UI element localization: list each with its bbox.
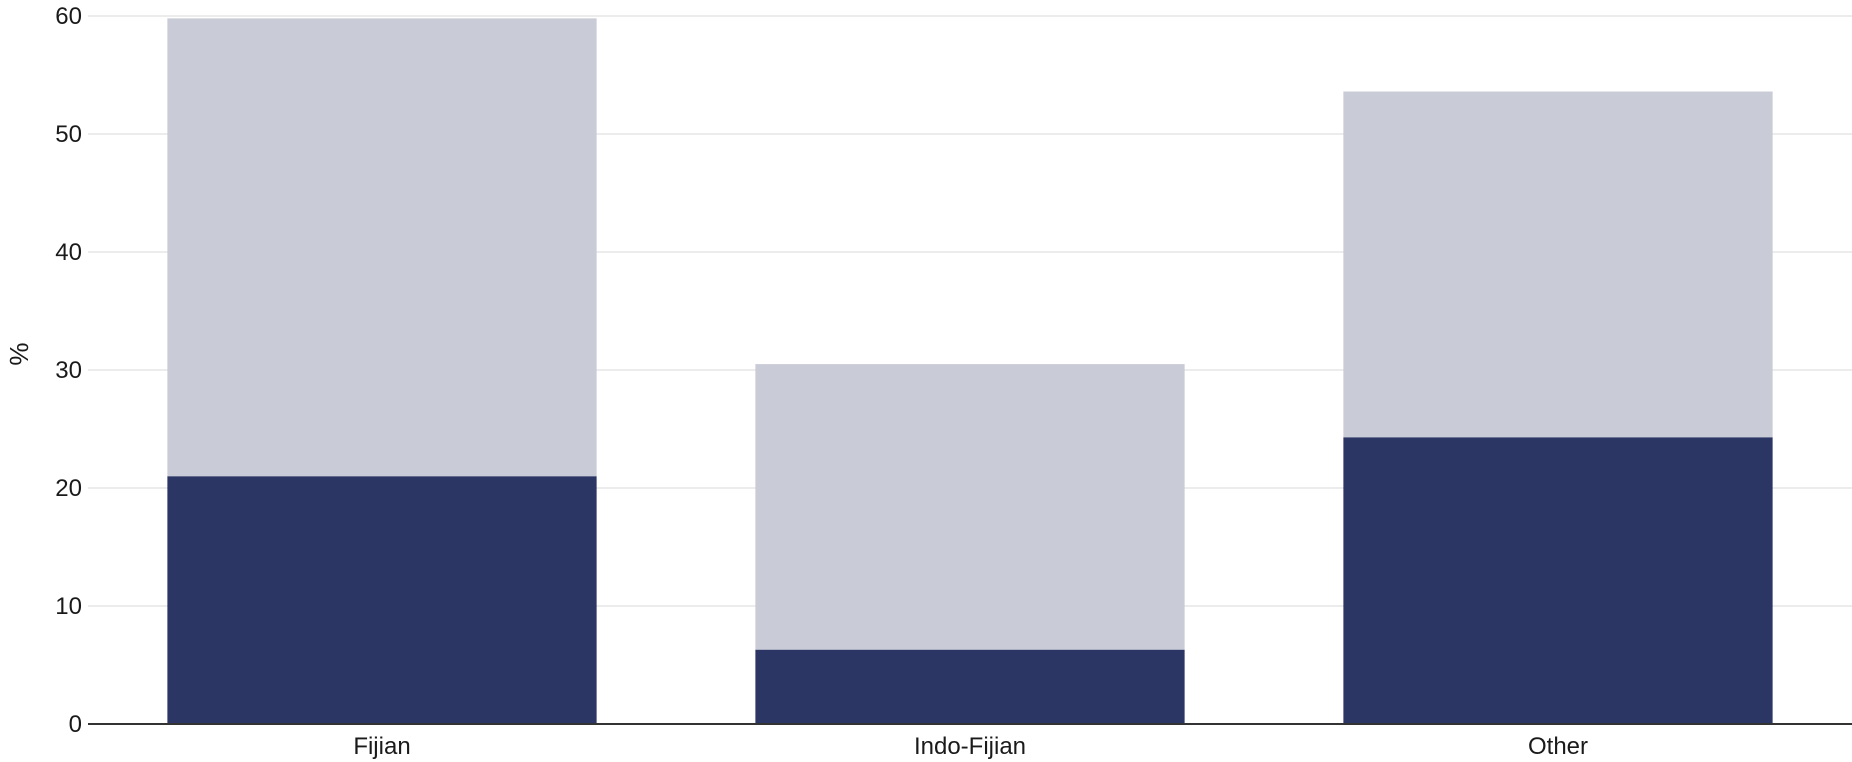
y-tick-label: 10 xyxy=(55,593,82,620)
bar-other-segment-1 xyxy=(1343,437,1773,724)
bar-fijian-segment-1 xyxy=(167,476,597,724)
y-axis-title: % xyxy=(4,342,34,365)
x-tick-label: Indo-Fijian xyxy=(914,733,1026,760)
axes: 0 10 20 30 40 50 60 Fijian Indo-Fijian Other xyxy=(55,3,1852,760)
x-tick-label: Fijian xyxy=(353,733,410,760)
bar-indo-fijian-segment-2 xyxy=(755,364,1185,650)
y-tick-label: 30 xyxy=(55,357,82,384)
bars xyxy=(167,18,1773,724)
y-tick-label: 50 xyxy=(55,121,82,148)
y-tick-label: 40 xyxy=(55,239,82,266)
y-tick-label: 60 xyxy=(55,3,82,30)
y-tick-label: 20 xyxy=(55,475,82,502)
bar-indo-fijian-segment-1 xyxy=(755,649,1185,724)
y-tick-label: 0 xyxy=(69,711,82,738)
bar-fijian-segment-2 xyxy=(167,18,597,477)
x-tick-label: Other xyxy=(1528,733,1588,760)
bar-other-segment-2 xyxy=(1343,91,1773,438)
